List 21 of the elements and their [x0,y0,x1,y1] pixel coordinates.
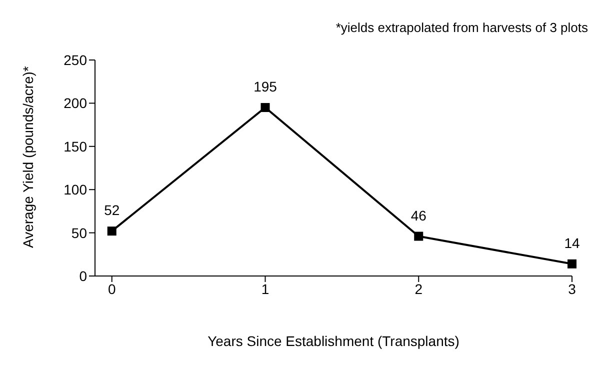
x-tick-label: 3 [568,280,576,297]
data-label: 46 [410,207,427,224]
data-label: 195 [254,78,278,95]
x-tick-label: 2 [414,280,423,297]
point [107,226,116,236]
y-tick-label: 200 [64,95,88,112]
x-tick-label: 1 [261,280,270,297]
x-axis-title: Years Since Establishment (Transplants) [208,333,460,349]
x-tick-label: 0 [108,280,116,297]
y-tick-label: 250 [64,52,88,68]
y-tick-label: 150 [64,138,88,154]
text: *yields extrapolated from harvests of 3 plots [336,20,588,35]
y-axis-title: Average Yield (pounds/acre)* [20,66,36,248]
point [414,232,424,241]
data-label: 14 [564,234,580,251]
y-tick-label: 100 [64,182,88,198]
data-label: 52 [104,202,120,218]
point [260,103,270,112]
point [568,259,576,268]
y-tick-label: 0 [79,268,88,284]
y-tick-label: 50 [71,224,88,241]
